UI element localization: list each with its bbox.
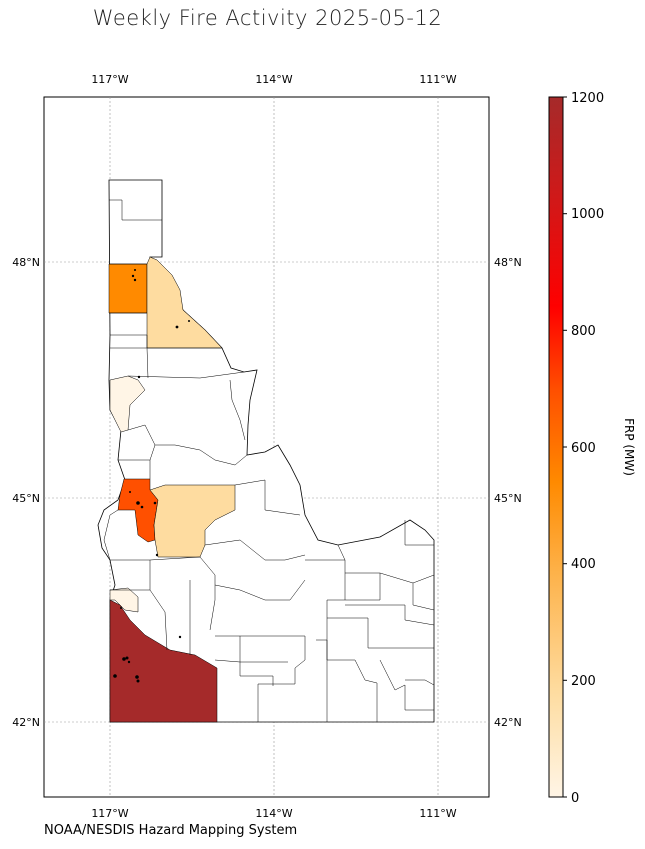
lon-tick-bottom-111: 111°W xyxy=(419,807,456,820)
lon-tick-bottom-117: 117°W xyxy=(91,807,128,820)
lat-tick-right-45: 45°N xyxy=(494,492,522,505)
lon-tick-top-114: 114°W xyxy=(255,73,292,86)
colorbar-tick-marks xyxy=(563,96,567,798)
colorbar-tick-200: 200 xyxy=(571,674,596,689)
county-central-west-orange[interactable] xyxy=(117,478,159,543)
colorbar-tick-800: 800 xyxy=(571,324,596,339)
colorbar-tick-1000: 1000 xyxy=(571,207,604,222)
lon-tick-top-111: 111°W xyxy=(419,73,456,86)
data-source-credit: NOAA/NESDIS Hazard Mapping System xyxy=(44,823,298,838)
lat-tick-left-42: 42°N xyxy=(12,716,40,729)
fire-detections xyxy=(113,269,190,683)
lat-tick-left-45: 45°N xyxy=(12,492,40,505)
county-panhandle-orange[interactable] xyxy=(108,263,148,314)
county-west-light[interactable] xyxy=(109,587,139,613)
lat-tick-right-42: 42°N xyxy=(494,716,522,729)
colorbar xyxy=(548,96,564,798)
county-boundaries xyxy=(103,199,435,722)
county-north-light[interactable] xyxy=(109,375,146,433)
colorbar-label: FRP (MW) xyxy=(622,418,636,476)
colorbar-tick-600: 600 xyxy=(571,441,596,456)
colorbar-tick-0: 0 xyxy=(571,791,579,806)
lat-tick-right-48: 48°N xyxy=(494,256,522,269)
colorbar-tick-400: 400 xyxy=(571,557,596,572)
lat-tick-left-48: 48°N xyxy=(12,256,40,269)
colorbar-tick-1200: 1200 xyxy=(571,91,604,106)
chart-title: Weekly Fire Activity 2025-05-12 xyxy=(92,6,443,30)
lon-tick-top-117: 117°W xyxy=(91,73,128,86)
county-southwest-high[interactable] xyxy=(109,599,218,723)
lon-tick-bottom-114: 114°W xyxy=(255,807,292,820)
